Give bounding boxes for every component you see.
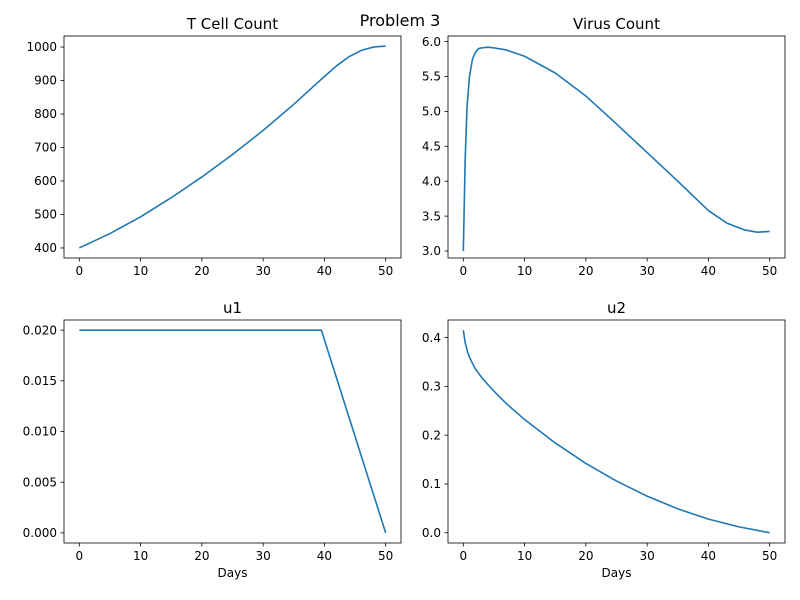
- u2-x-tick-label: 0: [459, 549, 467, 563]
- u1-x-tick-label: 20: [194, 549, 209, 563]
- u1-x-tick-label: 40: [317, 549, 332, 563]
- tcell-y-tick-label: 800: [34, 107, 57, 121]
- u2-y-tick-label: 0.0: [422, 526, 441, 540]
- tcell-plot: 0 10 20 30 40 50 400 500 600 700 800 900 1000 T Cell …: [26, 15, 402, 278]
- u1-series-line: [79, 329, 387, 534]
- u2-x-tick-label: 20: [578, 549, 593, 563]
- virus-y-tick-label: 3.5: [422, 209, 441, 223]
- tcell-axes-frame: [63, 35, 402, 259]
- u2-y-tick-label: 0.3: [422, 380, 441, 394]
- u1-y-tick-label: 0.020: [23, 323, 57, 337]
- tcell-x-tick-label: 20: [194, 264, 209, 278]
- u2-axes-frame: [447, 319, 786, 544]
- virus-y-tick-label: 5.5: [422, 70, 441, 84]
- u1-title: u1: [223, 299, 242, 317]
- u1-y-tick-label: 0.010: [23, 425, 57, 439]
- virus-y-tick-label: 4.0: [422, 174, 441, 188]
- tcell-y-tick-label: 400: [34, 241, 57, 255]
- virus-x-tick-label: 10: [517, 264, 532, 278]
- tcell-x-tick-label: 0: [75, 264, 83, 278]
- tcell-y-tick-label: 700: [34, 141, 57, 155]
- virus-x-tick-label: 50: [762, 264, 777, 278]
- u2-title: u2: [607, 299, 626, 317]
- u1-x-tick-label: 50: [378, 549, 393, 563]
- u1-y-tick-label: 0.015: [23, 374, 57, 388]
- figure-suptitle: Problem 3: [360, 11, 441, 30]
- tcell-y-tick-label: 900: [34, 74, 57, 88]
- u1-x-axis-label: Days: [218, 566, 248, 580]
- virus-x-tick-label: 0: [459, 264, 467, 278]
- virus-y-tick-label: 3.0: [422, 244, 441, 258]
- virus-y-tick-label: 4.5: [422, 140, 441, 154]
- virus-y-tick-label: 6.0: [422, 35, 441, 49]
- u1-x-tick-label: 30: [255, 549, 270, 563]
- tcell-x-tick-label: 10: [133, 264, 148, 278]
- tcell-x-tick-label: 30: [255, 264, 270, 278]
- u1-x-tick-label: 10: [133, 549, 148, 563]
- tcell-series-line: [78, 45, 386, 249]
- u2-y-tick-label: 0.2: [422, 428, 441, 442]
- u2-plot: 0 10 20 30 40 50 0.0 0.1 0.2 0.3 0.4 u2 Days: [422, 299, 786, 580]
- virus-axes-frame: [447, 35, 786, 259]
- virus-plot: 0 10 20 30 40 50 3.0 3.5 4.0 4.5 5.0 5.5 6.0 Virus Co…: [422, 15, 786, 278]
- u1-y-tick-label: 0.000: [23, 526, 57, 540]
- u2-x-tick-label: 10: [517, 549, 532, 563]
- u1-y-tick-label: 0.005: [23, 475, 57, 489]
- u2-y-tick-label: 0.1: [422, 477, 441, 491]
- tcell-y-tick-label: 1000: [26, 40, 57, 54]
- tcell-y-tick-label: 500: [34, 208, 57, 222]
- u2-x-tick-label: 50: [762, 549, 777, 563]
- tcell-x-tick-label: 50: [378, 264, 393, 278]
- tcell-x-tick-label: 40: [317, 264, 332, 278]
- tcell-title: T Cell Count: [186, 15, 278, 33]
- u2-x-tick-label: 40: [701, 549, 716, 563]
- virus-y-tick-label: 5.0: [422, 105, 441, 119]
- virus-x-tick-label: 20: [578, 264, 593, 278]
- u2-x-tick-label: 30: [639, 549, 654, 563]
- u2-y-tick-label: 0.4: [422, 331, 441, 345]
- u1-plot: 0 10 20 30 40 50 0.000 0.005 0.010 0.015 0.020 u1 Da…: [23, 299, 402, 580]
- tcell-y-tick-label: 600: [34, 174, 57, 188]
- virus-title: Virus Count: [573, 15, 660, 33]
- u2-x-axis-label: Days: [602, 566, 632, 580]
- u2-series-line: [462, 330, 770, 534]
- virus-series-line: [462, 46, 770, 252]
- virus-x-tick-label: 30: [639, 264, 654, 278]
- virus-x-tick-label: 40: [701, 264, 716, 278]
- u1-x-tick-label: 0: [75, 549, 83, 563]
